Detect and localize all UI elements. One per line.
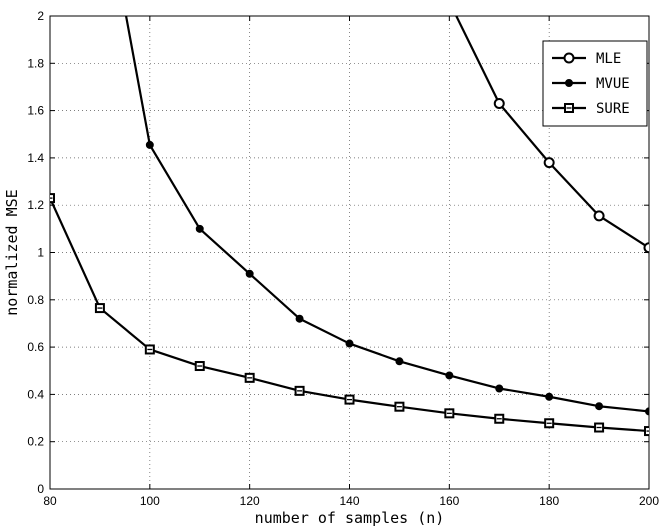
series-line-mvue <box>124 16 649 413</box>
data-point-sure <box>594 422 605 433</box>
x-tick-label: 120 <box>240 494 260 508</box>
data-point-sure <box>50 193 55 204</box>
data-point-mvue <box>245 269 254 278</box>
data-point-mle <box>445 0 454 6</box>
y-tick-label: 0.4 <box>27 387 44 401</box>
y-axis-title: normalized MSE <box>3 189 21 315</box>
data-point-mvue <box>395 357 404 366</box>
legend: MLE MVUE SURE <box>542 40 648 127</box>
x-tick-label: 100 <box>140 494 160 508</box>
x-tick-label: 180 <box>539 494 559 508</box>
y-tick-label: 1.2 <box>27 198 44 212</box>
x-tick-label: 140 <box>339 494 359 508</box>
data-point-mvue <box>595 402 604 411</box>
series-mle <box>445 0 649 254</box>
data-point-mvue <box>645 407 649 416</box>
data-point-sure <box>394 401 405 412</box>
axis-ticks: 80 100 120 140 160 180 200 0 0.2 0.4 0.6 0.8 1 1.2 1.4… <box>27 9 659 508</box>
data-point-mvue <box>495 384 504 393</box>
series-sure <box>50 193 649 437</box>
data-point-sure <box>294 385 305 396</box>
series-layer <box>50 0 649 437</box>
data-point-mle <box>643 242 649 254</box>
data-point-mvue <box>145 140 154 149</box>
legend-label-sure: SURE <box>596 101 630 117</box>
legend-marker-mle <box>563 52 575 64</box>
data-point-mvue <box>195 224 204 233</box>
legend-label-mvue: MVUE <box>596 76 630 92</box>
legend-label-mle: MLE <box>596 51 621 67</box>
y-tick-label: 1.6 <box>27 104 44 118</box>
data-point-mvue <box>345 339 354 348</box>
data-point-mle <box>543 157 555 169</box>
data-point-sure <box>444 408 455 419</box>
series-mvue <box>124 16 649 416</box>
data-point-sure <box>244 372 255 383</box>
x-tick-label: 80 <box>43 494 57 508</box>
y-tick-label: 0.8 <box>27 293 44 307</box>
data-point-mle <box>493 98 505 110</box>
legend-marker-sure <box>564 103 574 113</box>
y-tick-label: 2 <box>37 9 44 23</box>
data-point-mvue <box>295 314 304 323</box>
data-point-sure <box>194 361 205 372</box>
x-tick-label: 200 <box>639 494 659 508</box>
data-point-sure <box>94 303 105 314</box>
y-tick-label: 1 <box>37 246 44 260</box>
data-point-sure <box>494 413 505 424</box>
y-tick-label: 1.4 <box>27 151 44 165</box>
y-tick-label: 0 <box>37 482 44 496</box>
y-tick-label: 0.6 <box>27 340 44 354</box>
data-point-mvue <box>445 371 454 380</box>
x-tick-label: 160 <box>439 494 459 508</box>
y-tick-label: 0.2 <box>27 435 44 449</box>
x-axis-title: number of samples (n) <box>255 509 445 527</box>
data-point-sure <box>544 418 555 429</box>
data-point-sure <box>344 394 355 405</box>
y-tick-label: 1.8 <box>27 56 44 70</box>
data-point-sure <box>144 344 155 355</box>
data-point-mle <box>593 210 605 222</box>
grid <box>50 16 649 489</box>
legend-marker-mvue <box>565 79 573 87</box>
data-point-sure <box>644 426 649 437</box>
data-point-mvue <box>545 392 554 401</box>
series-line-mle <box>455 16 649 249</box>
